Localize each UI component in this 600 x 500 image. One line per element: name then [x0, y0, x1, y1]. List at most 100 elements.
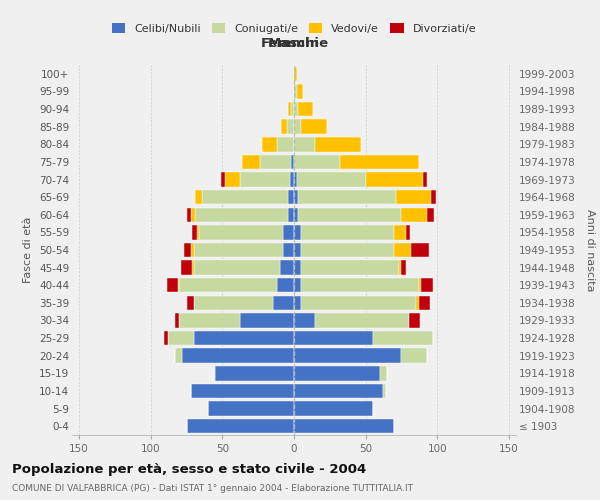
Bar [298, 208, 401, 222]
Bar [365, 172, 423, 186]
Bar [221, 172, 225, 186]
Bar [301, 296, 416, 310]
Bar [175, 348, 182, 363]
Bar [291, 102, 294, 117]
Bar [301, 225, 394, 240]
Bar [380, 366, 387, 380]
Bar [191, 208, 195, 222]
Bar [193, 260, 194, 275]
Bar [194, 296, 272, 310]
Bar [294, 348, 401, 363]
Bar [419, 296, 430, 310]
Bar [416, 296, 419, 310]
Bar [195, 208, 288, 222]
Bar [239, 172, 290, 186]
Bar [294, 296, 301, 310]
Bar [294, 243, 301, 257]
Bar [301, 260, 398, 275]
Bar [184, 243, 191, 257]
Bar [208, 402, 294, 416]
Bar [291, 154, 294, 169]
Bar [194, 260, 280, 275]
Bar [395, 190, 431, 204]
Bar [191, 384, 294, 398]
Bar [288, 102, 291, 117]
Bar [294, 419, 394, 434]
Bar [401, 260, 406, 275]
Bar [394, 225, 406, 240]
Bar [294, 208, 298, 222]
Bar [298, 102, 313, 117]
Bar [294, 225, 301, 240]
Bar [294, 137, 316, 152]
Bar [294, 66, 297, 81]
Bar [301, 278, 419, 292]
Bar [294, 102, 298, 117]
Bar [214, 366, 215, 380]
Bar [288, 208, 294, 222]
Bar [191, 243, 194, 257]
Bar [373, 331, 433, 345]
Bar [340, 154, 419, 169]
Bar [164, 331, 168, 345]
Y-axis label: Anni di nascita: Anni di nascita [585, 209, 595, 291]
Text: Popolazione per età, sesso e stato civile - 2004: Popolazione per età, sesso e stato civil… [12, 462, 366, 475]
Bar [182, 348, 294, 363]
Bar [294, 260, 301, 275]
Bar [225, 172, 239, 186]
Bar [294, 120, 301, 134]
Bar [187, 208, 191, 222]
Text: Femmine: Femmine [261, 37, 329, 50]
Bar [175, 314, 179, 328]
Bar [294, 154, 340, 169]
Bar [281, 120, 287, 134]
Bar [239, 314, 294, 328]
Y-axis label: Fasce di età: Fasce di età [23, 217, 34, 283]
Bar [297, 84, 302, 98]
Bar [194, 243, 283, 257]
Bar [294, 84, 297, 98]
Text: COMUNE DI VALFABBRICA (PG) - Dati ISTAT 1° gennaio 2004 - Elaborazione TUTTITALI: COMUNE DI VALFABBRICA (PG) - Dati ISTAT … [12, 484, 413, 493]
Bar [421, 278, 433, 292]
Bar [280, 260, 294, 275]
Bar [431, 190, 436, 204]
Bar [277, 137, 294, 152]
Bar [294, 172, 297, 186]
Bar [427, 208, 434, 222]
Bar [287, 120, 294, 134]
Bar [298, 190, 395, 204]
Bar [277, 278, 294, 292]
Bar [401, 208, 427, 222]
Bar [178, 278, 179, 292]
Bar [412, 243, 428, 257]
Bar [242, 154, 260, 169]
Bar [316, 314, 409, 328]
Bar [167, 278, 178, 292]
Bar [409, 314, 420, 328]
Bar [301, 120, 327, 134]
Bar [294, 331, 373, 345]
Bar [294, 402, 373, 416]
Bar [294, 384, 383, 398]
Bar [187, 419, 294, 434]
Bar [179, 314, 239, 328]
Bar [283, 225, 294, 240]
Bar [316, 137, 361, 152]
Bar [419, 278, 421, 292]
Bar [290, 172, 294, 186]
Bar [187, 296, 194, 310]
Bar [195, 190, 202, 204]
Bar [202, 190, 288, 204]
Bar [394, 243, 412, 257]
Bar [383, 384, 386, 398]
Bar [401, 348, 427, 363]
Legend: Celibi/Nubili, Coniugati/e, Vedovi/e, Divorziati/e: Celibi/Nubili, Coniugati/e, Vedovi/e, Di… [107, 19, 481, 38]
Bar [179, 278, 277, 292]
Bar [197, 225, 199, 240]
Bar [168, 331, 194, 345]
Bar [423, 172, 427, 186]
Bar [301, 243, 394, 257]
Bar [406, 225, 410, 240]
Bar [294, 366, 380, 380]
Bar [294, 190, 298, 204]
